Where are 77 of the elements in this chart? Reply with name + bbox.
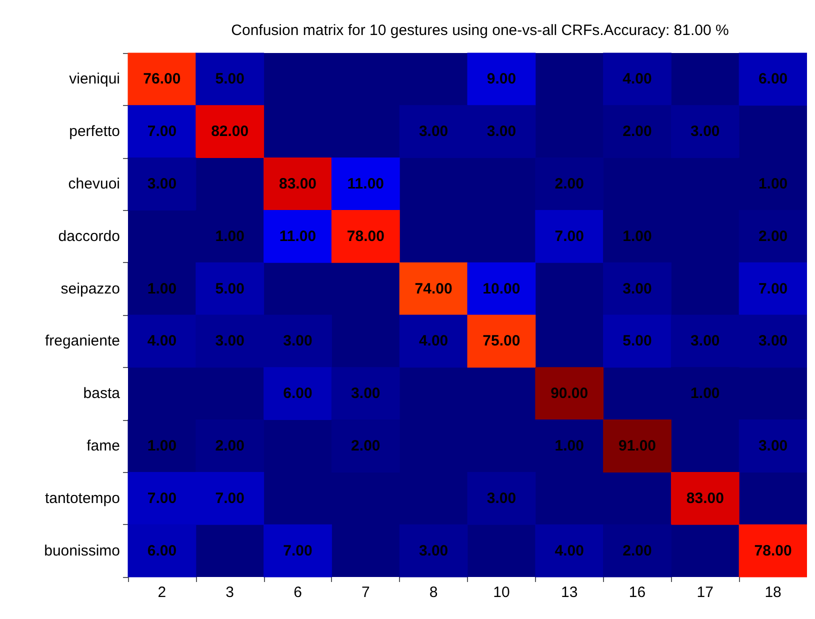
data-label: 1.00 <box>758 176 788 192</box>
data-label: 4.00 <box>147 332 177 350</box>
data-label: 3.00 <box>758 438 788 454</box>
data-label: 78.00 <box>754 542 792 560</box>
data-label: 6.00 <box>758 70 788 88</box>
data-label: 6.00 <box>283 385 312 402</box>
x-tick-label: 18 <box>764 584 782 601</box>
data-label: 1.00 <box>147 280 177 298</box>
data-label: 4.00 <box>622 70 652 88</box>
y-tick-label: chevuoi <box>68 176 120 192</box>
y-tick-label: fame <box>86 438 120 454</box>
y-tick-label: daccordo <box>58 228 120 245</box>
y-tick-label: seipazzo <box>60 280 120 298</box>
x-tick-label: 16 <box>628 584 646 601</box>
data-label: 9.00 <box>486 70 516 88</box>
data-label: 3.00 <box>690 123 720 140</box>
data-label: 2.00 <box>622 123 652 140</box>
data-label: 78.00 <box>346 228 384 245</box>
data-label: 76.00 <box>143 70 181 88</box>
data-label: 2.00 <box>215 438 244 454</box>
x-tick-label: 3 <box>226 584 234 601</box>
data-label: 91.00 <box>618 438 656 454</box>
data-label: 90.00 <box>550 385 588 402</box>
data-label: 5.00 <box>622 332 652 350</box>
data-label: 1.00 <box>622 228 652 245</box>
data-label: 3.00 <box>486 490 516 507</box>
data-label: 1.00 <box>147 438 177 454</box>
y-tick-label: basta <box>83 385 121 402</box>
data-label: 4.00 <box>554 542 584 560</box>
data-label: 82.00 <box>211 123 249 140</box>
data-label: 74.00 <box>414 280 452 298</box>
x-tick-label: 6 <box>294 584 302 601</box>
x-tick-label: 8 <box>429 584 438 601</box>
data-label: 3.00 <box>418 123 448 140</box>
y-tick-label: buonissimo <box>44 542 120 560</box>
data-label: 2.00 <box>554 176 584 192</box>
data-label: 3.00 <box>622 280 652 298</box>
data-label: 3.00 <box>215 332 244 350</box>
data-label: 11.00 <box>347 176 384 192</box>
data-label: 83.00 <box>278 176 317 192</box>
data-label: 83.00 <box>686 490 724 507</box>
data-label: 1.00 <box>554 438 584 454</box>
chart-title: Confusion matrix for 10 gestures using one-vs-all CRFs.Accuracy: 81.00 % <box>231 22 729 39</box>
x-tick-label: 10 <box>493 584 510 601</box>
data-label: 5.00 <box>215 280 244 298</box>
data-label: 3.00 <box>283 332 312 350</box>
data-label: 7.00 <box>215 490 244 507</box>
y-tick-label: vieniqui <box>69 70 120 88</box>
y-tick-label: freganiente <box>44 332 120 350</box>
data-label: 2.00 <box>351 438 380 454</box>
data-label: 7.00 <box>554 228 584 245</box>
data-label: 3.00 <box>147 176 177 192</box>
y-tick-label: perfetto <box>69 123 120 140</box>
data-label: 7.00 <box>147 123 177 140</box>
data-label: 3.00 <box>486 123 516 140</box>
data-label: 7.00 <box>147 490 177 507</box>
data-label: 1.00 <box>690 385 720 402</box>
data-label: 75.00 <box>482 332 520 350</box>
data-label: 4.00 <box>418 332 448 350</box>
data-label: 5.00 <box>215 70 244 88</box>
data-label: 3.00 <box>758 332 788 350</box>
data-label: 7.00 <box>283 542 312 560</box>
data-label: 7.00 <box>758 280 788 298</box>
data-label: 2.00 <box>622 542 652 560</box>
data-label: 10.00 <box>482 280 520 298</box>
data-label: 3.00 <box>690 332 720 350</box>
data-label: 6.00 <box>147 542 177 560</box>
data-label: 3.00 <box>418 542 448 560</box>
y-tick-label: tantotempo <box>44 490 120 507</box>
x-tick-label: 7 <box>361 584 370 601</box>
x-tick-label: 2 <box>158 584 166 601</box>
data-label: 1.00 <box>215 228 244 245</box>
data-label: 3.00 <box>351 385 380 402</box>
x-tick-label: 13 <box>561 584 578 601</box>
x-tick-label: 17 <box>696 584 714 601</box>
data-label: 2.00 <box>758 228 788 245</box>
data-label: 11.00 <box>279 228 316 245</box>
